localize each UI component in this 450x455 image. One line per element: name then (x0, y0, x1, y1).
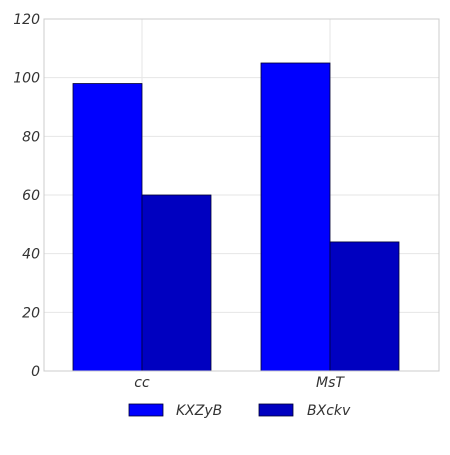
y-axis-ticks: 0 20 40 60 80 100 120 (13, 12, 40, 380)
x-axis-ticks: cc MsT (134, 375, 345, 391)
x-tick-label: cc (134, 375, 150, 391)
bar-KXZyB-MsT (260, 62, 331, 372)
y-tick-label: 60 (22, 188, 40, 204)
legend-swatch (128, 403, 164, 417)
y-tick-label: 120 (13, 12, 40, 28)
y-tick-label: 20 (22, 305, 40, 321)
legend-swatch (258, 403, 294, 417)
legend: KXZyB BXckv (128, 403, 351, 419)
legend-item: KXZyB (128, 403, 222, 419)
legend-label: BXckv (307, 403, 351, 419)
legend-item: BXckv (258, 403, 351, 419)
bar-BXckv-cc (141, 194, 212, 372)
y-tick-label: 40 (22, 247, 40, 263)
x-tick-label: MsT (316, 375, 345, 391)
y-tick-label: 0 (31, 364, 40, 380)
plot-frame (43, 18, 440, 372)
bar-BXckv-MsT (329, 241, 400, 372)
legend-label: KXZyB (176, 403, 222, 419)
bars-layer (72, 62, 400, 372)
bar-KXZyB-cc (72, 83, 143, 372)
y-tick-label: 80 (22, 129, 40, 145)
y-tick-label: 100 (13, 71, 40, 87)
